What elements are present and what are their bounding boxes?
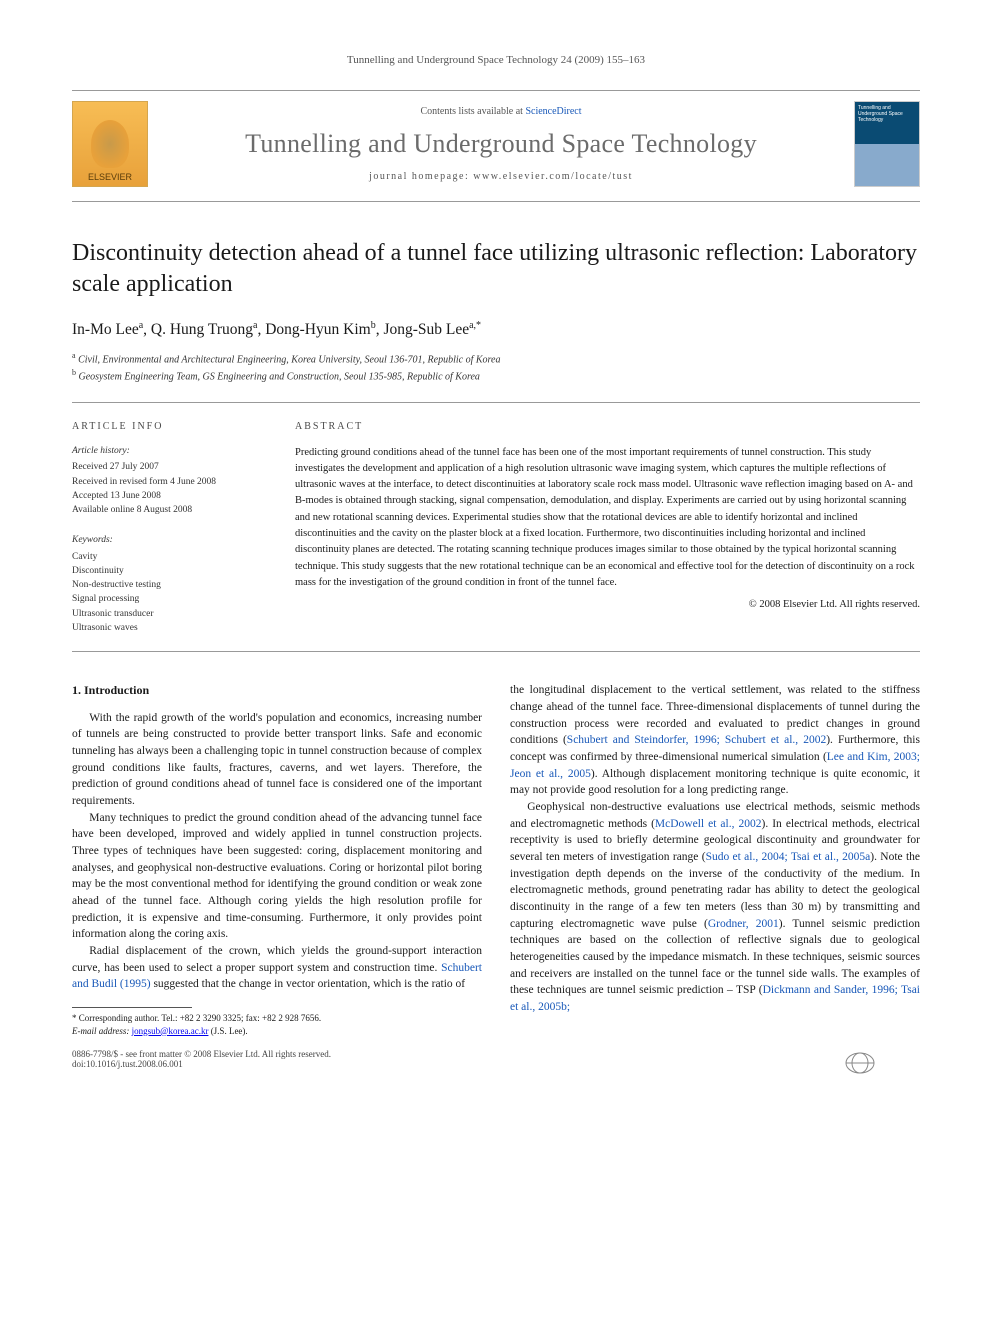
keyword: Signal processing [72, 592, 267, 606]
history-received: Received 27 July 2007 [72, 460, 267, 474]
email-label: E-mail address: [72, 1026, 129, 1036]
article-body: 1. Introduction With the rapid growth of… [72, 682, 920, 1037]
keyword: Cavity [72, 550, 267, 564]
homepage-url: www.elsevier.com/locate/tust [473, 171, 633, 182]
history-online: Available online 8 August 2008 [72, 503, 267, 517]
issn-line: 0886-7798/$ - see front matter © 2008 El… [72, 1049, 331, 1059]
journal-cover-thumbnail: Tunnelling and Underground Space Technol… [854, 101, 920, 187]
history-revised: Received in revised form 4 June 2008 [72, 475, 267, 489]
affiliation-a-text: Civil, Environmental and Architectural E… [78, 354, 500, 365]
sciencedirect-link[interactable]: ScienceDirect [525, 106, 581, 117]
keyword: Non-destructive testing [72, 578, 267, 592]
affiliation-a: a Civil, Environmental and Architectural… [72, 350, 920, 367]
affiliation-b: b Geosystem Engineering Team, GS Enginee… [72, 367, 920, 384]
corresponding-author-footnote: * Corresponding author. Tel.: +82 2 3290… [72, 1012, 482, 1037]
journal-header-center: Contents lists available at ScienceDirec… [164, 106, 838, 182]
publisher-name: ELSEVIER [88, 172, 132, 182]
elsevier-logo: ELSEVIER [72, 101, 148, 187]
article-title: Discontinuity detection ahead of a tunne… [72, 238, 920, 300]
footer-right [840, 1049, 920, 1077]
keyword: Discontinuity [72, 564, 267, 578]
footnote-rule [72, 1007, 192, 1008]
footer-left: 0886-7798/$ - see front matter © 2008 El… [72, 1049, 331, 1077]
affiliation-b-text: Geosystem Engineering Team, GS Engineeri… [79, 371, 480, 382]
page-footer: 0886-7798/$ - see front matter © 2008 El… [72, 1049, 920, 1077]
keywords-label: Keywords: [72, 533, 267, 547]
body-paragraph: Geophysical non-destructive evaluations … [510, 799, 920, 1016]
abstract-text: Predicting ground conditions ahead of th… [295, 445, 920, 591]
contents-lists-line: Contents lists available at ScienceDirec… [164, 106, 838, 117]
keyword: Ultrasonic waves [72, 621, 267, 635]
cover-text: Tunnelling and Underground Space Technol… [858, 105, 903, 123]
body-paragraph: With the rapid growth of the world's pop… [72, 710, 482, 810]
journal-name: Tunnelling and Underground Space Technol… [164, 129, 838, 159]
contents-prefix: Contents lists available at [420, 106, 525, 117]
abstract-block: ABSTRACT Predicting ground conditions ah… [295, 419, 920, 635]
doi-line: doi:10.1016/j.tust.2008.06.001 [72, 1059, 331, 1069]
body-paragraph: the longitudinal displacement to the ver… [510, 682, 920, 799]
tree-icon [91, 120, 129, 168]
journal-homepage-line: journal homepage: www.elsevier.com/locat… [164, 171, 838, 182]
affiliations: a Civil, Environmental and Architectural… [72, 350, 920, 385]
history-label: Article history: [72, 444, 267, 458]
homepage-prefix: journal homepage: [369, 171, 473, 182]
running-head: Tunnelling and Underground Space Technol… [72, 54, 920, 66]
article-meta-row: ARTICLE INFO Article history: Received 2… [72, 402, 920, 652]
publisher-mark-icon [840, 1049, 920, 1077]
email-tail: (J.S. Lee). [211, 1026, 248, 1036]
body-paragraph: Radial displacement of the crown, which … [72, 943, 482, 993]
article-info-block: ARTICLE INFO Article history: Received 2… [72, 419, 267, 635]
article-info-heading: ARTICLE INFO [72, 419, 267, 434]
history-accepted: Accepted 13 June 2008 [72, 489, 267, 503]
body-paragraph: Many techniques to predict the ground co… [72, 810, 482, 943]
section-heading-introduction: 1. Introduction [72, 682, 482, 699]
keyword: Ultrasonic transducer [72, 607, 267, 621]
author-list: In-Mo Leea, Q. Hung Truonga, Dong-Hyun K… [72, 320, 920, 339]
corresponding-email-link[interactable]: jongsub@korea.ac.kr [132, 1026, 209, 1036]
corresponding-note: * Corresponding author. Tel.: +82 2 3290… [72, 1012, 482, 1025]
journal-header-box: ELSEVIER Contents lists available at Sci… [72, 90, 920, 202]
copyright-line: © 2008 Elsevier Ltd. All rights reserved… [295, 597, 920, 613]
abstract-heading: ABSTRACT [295, 419, 920, 435]
